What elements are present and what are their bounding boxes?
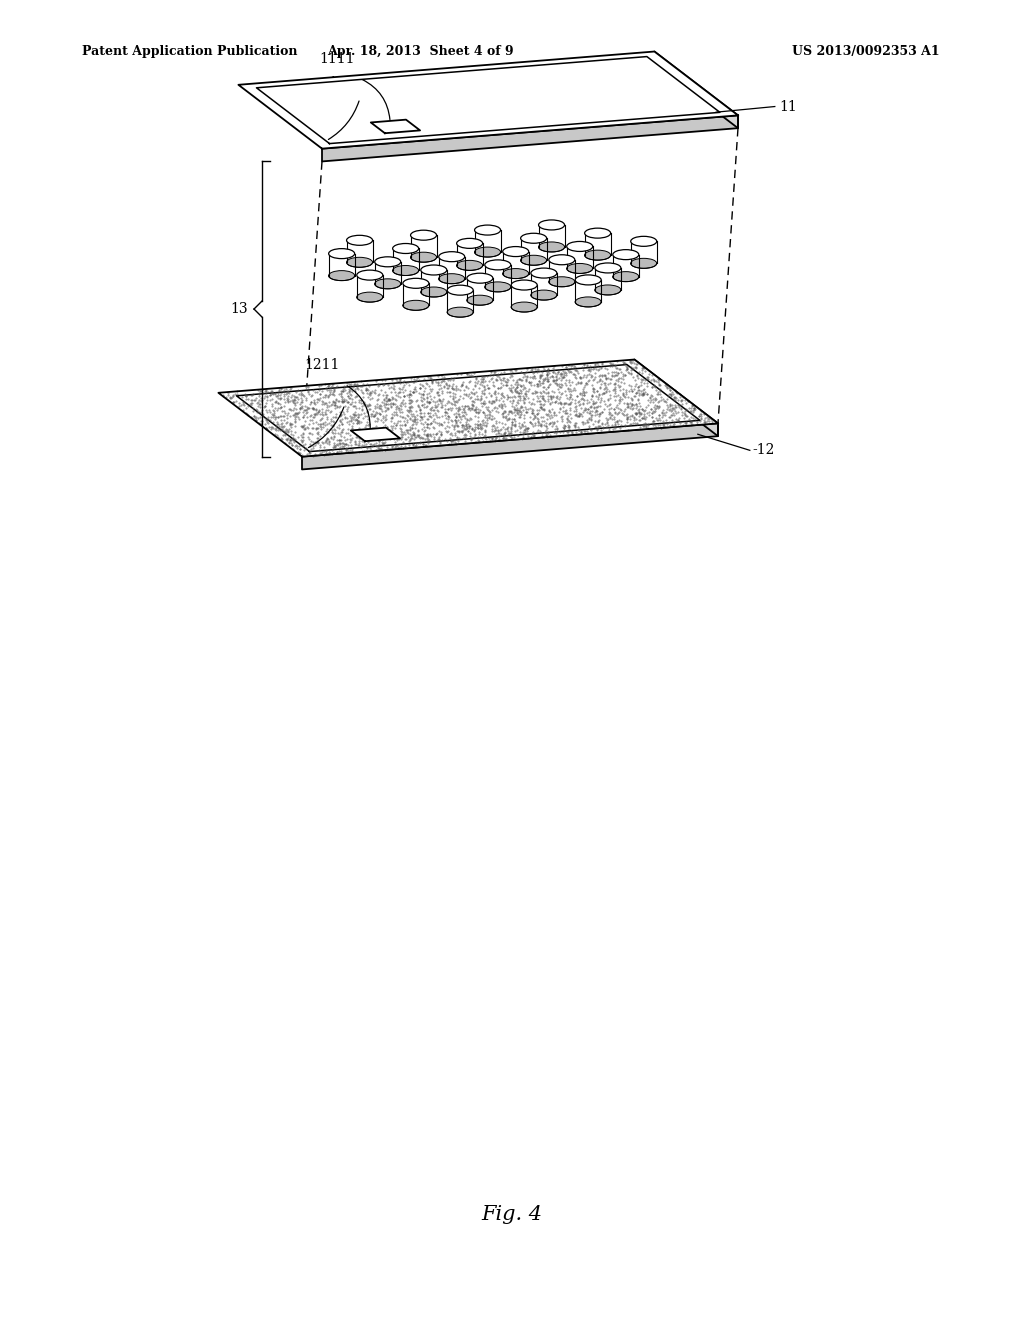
Ellipse shape [530, 290, 557, 300]
Ellipse shape [585, 249, 610, 260]
Ellipse shape [356, 271, 383, 280]
Ellipse shape [484, 282, 511, 292]
Ellipse shape [392, 243, 419, 253]
Ellipse shape [612, 249, 639, 260]
Ellipse shape [346, 257, 373, 268]
Polygon shape [239, 51, 738, 149]
Text: Apr. 18, 2013  Sheet 4 of 9: Apr. 18, 2013 Sheet 4 of 9 [327, 45, 513, 58]
Text: Fig. 4: Fig. 4 [481, 1205, 543, 1225]
Ellipse shape [447, 308, 473, 317]
Ellipse shape [511, 302, 538, 312]
Ellipse shape [520, 234, 547, 243]
Ellipse shape [549, 277, 574, 286]
Polygon shape [635, 359, 718, 436]
Text: 121: 121 [313, 384, 340, 399]
Ellipse shape [402, 301, 429, 310]
Text: 13: 13 [230, 302, 248, 315]
Text: 1111: 1111 [319, 53, 355, 66]
Ellipse shape [566, 264, 593, 273]
Ellipse shape [447, 285, 473, 296]
Polygon shape [218, 359, 718, 457]
Ellipse shape [539, 220, 564, 230]
Text: 111: 111 [329, 77, 355, 90]
Ellipse shape [539, 242, 564, 252]
Ellipse shape [457, 260, 482, 271]
Text: 11: 11 [779, 99, 797, 114]
Polygon shape [322, 115, 738, 161]
Ellipse shape [474, 247, 501, 257]
Ellipse shape [575, 297, 601, 308]
Ellipse shape [549, 255, 574, 265]
Ellipse shape [484, 260, 511, 269]
Ellipse shape [329, 248, 354, 259]
Ellipse shape [595, 285, 621, 294]
Ellipse shape [595, 263, 621, 273]
Ellipse shape [566, 242, 593, 251]
Ellipse shape [530, 268, 557, 279]
Ellipse shape [520, 255, 547, 265]
Text: 1211: 1211 [304, 358, 340, 372]
Polygon shape [371, 120, 420, 133]
Ellipse shape [356, 292, 383, 302]
Ellipse shape [329, 271, 354, 281]
Ellipse shape [612, 272, 639, 281]
Ellipse shape [411, 230, 436, 240]
Ellipse shape [375, 257, 400, 267]
Ellipse shape [585, 228, 610, 238]
Ellipse shape [474, 226, 501, 235]
Ellipse shape [457, 239, 482, 248]
Ellipse shape [467, 273, 493, 284]
Ellipse shape [511, 280, 538, 290]
Ellipse shape [375, 279, 400, 289]
Ellipse shape [421, 265, 446, 275]
Ellipse shape [631, 236, 656, 247]
Ellipse shape [575, 275, 601, 285]
Ellipse shape [503, 247, 528, 256]
Ellipse shape [438, 273, 465, 284]
Text: -12: -12 [753, 444, 775, 457]
Ellipse shape [346, 235, 373, 246]
Ellipse shape [631, 259, 656, 268]
Polygon shape [351, 428, 400, 441]
Ellipse shape [438, 252, 465, 261]
Ellipse shape [402, 279, 429, 288]
Text: US 2013/0092353 A1: US 2013/0092353 A1 [793, 45, 940, 58]
Ellipse shape [392, 265, 419, 276]
Ellipse shape [467, 296, 493, 305]
Ellipse shape [503, 268, 528, 279]
Text: Patent Application Publication: Patent Application Publication [82, 45, 298, 58]
Ellipse shape [421, 286, 446, 297]
Ellipse shape [411, 252, 436, 263]
Polygon shape [654, 51, 738, 128]
Polygon shape [302, 424, 718, 470]
